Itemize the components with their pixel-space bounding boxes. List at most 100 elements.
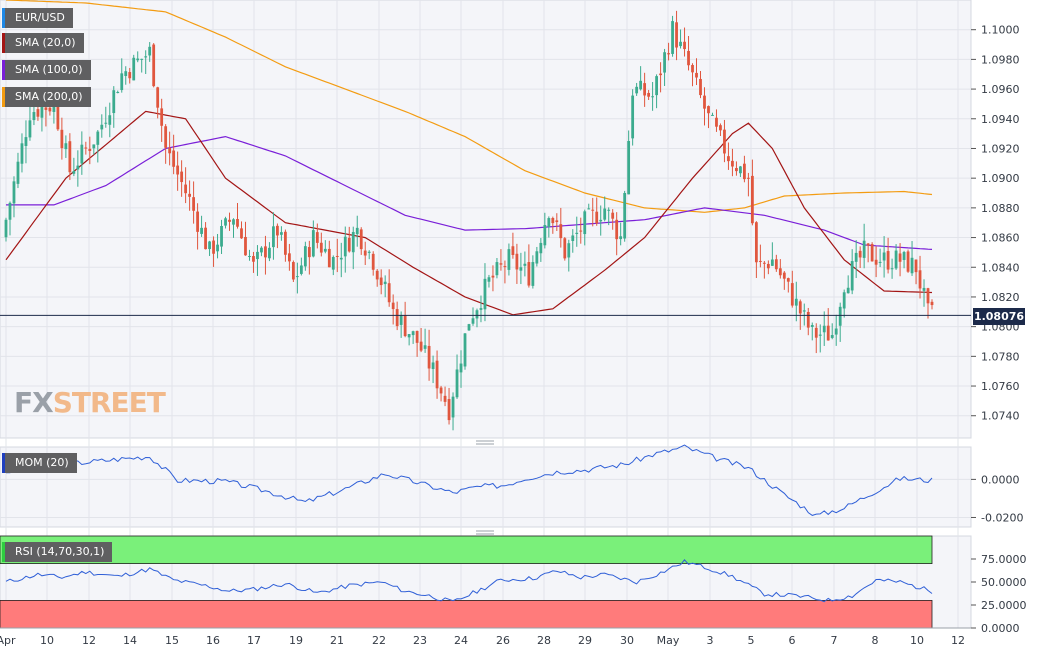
- candle-up: [120, 73, 124, 91]
- symbol-badge: EUR/USD: [2, 8, 73, 28]
- candle-up: [607, 209, 611, 211]
- price-tick-label: 1.0940: [981, 113, 1020, 126]
- candle-up: [627, 140, 631, 195]
- rsi-overbought-band: [0, 535, 933, 565]
- candle-up: [367, 251, 371, 253]
- price-tick-label: 1.0900: [981, 172, 1020, 185]
- candle-down: [48, 107, 52, 112]
- date-tick-5: 5: [748, 634, 755, 647]
- candle-up: [810, 325, 814, 327]
- candle-up: [894, 250, 898, 269]
- candle-down: [327, 248, 331, 268]
- candle-down: [347, 237, 351, 252]
- date-tick-8: 8: [872, 634, 879, 647]
- candle-up: [311, 230, 315, 257]
- date-tick-12: 12: [951, 634, 965, 647]
- candle-down: [435, 360, 439, 389]
- candle-down: [391, 302, 395, 310]
- date-tick-24: 24: [454, 634, 468, 647]
- candle-down: [511, 246, 515, 255]
- candle-up: [80, 144, 84, 164]
- candle-up: [467, 324, 471, 331]
- candle-down: [319, 242, 323, 253]
- candle-down: [762, 262, 766, 264]
- candle-down: [419, 341, 423, 351]
- candle-up: [216, 244, 219, 252]
- candle-down: [228, 219, 231, 222]
- candle-down: [192, 197, 195, 211]
- date-tick-19: 19: [289, 634, 303, 647]
- current-price-tag: 1.08076: [973, 308, 1025, 325]
- candle-up: [519, 267, 523, 271]
- candle-up: [423, 345, 427, 349]
- candle-up: [220, 226, 223, 247]
- rsi-badge[interactable]: RSI (14,70,30,1): [2, 542, 113, 562]
- date-tick-29: 29: [578, 634, 592, 647]
- date-tick-16: 16: [206, 634, 220, 647]
- sma100-badge[interactable]: SMA (100,0): [2, 60, 91, 80]
- candle-up: [878, 261, 882, 263]
- candle-up: [256, 251, 259, 260]
- panel-resize-handles[interactable]: [476, 440, 494, 535]
- candle-down: [491, 275, 495, 278]
- candle-down: [276, 225, 279, 236]
- candle-down: [559, 224, 563, 239]
- candle-down: [754, 222, 758, 263]
- candle-up: [663, 52, 666, 73]
- candle-up: [583, 211, 587, 235]
- candle-up: [539, 242, 543, 254]
- sma200-badge[interactable]: SMA (200,0): [2, 87, 91, 107]
- indicator-layer: [5, 444, 933, 603]
- price-tick-label: 1.0740: [981, 410, 1020, 423]
- candle-down: [291, 262, 295, 280]
- candle-down: [659, 73, 662, 76]
- candle-down: [814, 327, 818, 338]
- candle-down: [707, 106, 710, 114]
- candle-down: [156, 87, 160, 108]
- candle-down: [774, 259, 778, 270]
- candle-down: [244, 236, 247, 256]
- candle-down: [746, 177, 750, 179]
- candle-up: [651, 96, 655, 98]
- candle-down: [283, 231, 287, 255]
- candle-up: [8, 202, 12, 220]
- candle-up: [96, 131, 100, 145]
- price-tick-label: 1.0980: [981, 53, 1020, 66]
- logo-street: STREET: [52, 386, 166, 419]
- price-tick-label: 1.0840: [981, 261, 1020, 274]
- candle-down: [683, 41, 686, 50]
- candle-up: [248, 255, 251, 257]
- mom-badge[interactable]: MOM (20): [2, 453, 77, 473]
- candle-down: [731, 160, 734, 167]
- candle-up: [487, 277, 491, 282]
- candle-up: [471, 318, 475, 324]
- candle-down: [695, 72, 698, 78]
- candle-up: [459, 363, 463, 373]
- candle-up: [475, 310, 479, 319]
- candle-up: [910, 257, 914, 274]
- candle-down: [164, 126, 168, 148]
- candle-down: [778, 268, 782, 276]
- candle-down: [866, 243, 870, 246]
- candle-down: [387, 283, 391, 303]
- candle-up: [567, 243, 571, 258]
- candle-down: [443, 395, 447, 402]
- candle-down: [188, 193, 192, 197]
- candle-down: [782, 272, 786, 279]
- sma20-badge[interactable]: SMA (20,0): [2, 33, 84, 53]
- candle-down: [826, 325, 830, 341]
- candle-down: [240, 228, 243, 239]
- candle-down: [806, 311, 810, 328]
- candle-down: [595, 211, 599, 224]
- candle-down: [204, 227, 207, 250]
- candle-up: [411, 331, 415, 336]
- date-tick-22: 22: [372, 634, 386, 647]
- candle-up: [12, 181, 16, 204]
- candle-up: [355, 227, 359, 235]
- candle-up: [854, 252, 858, 262]
- candle-up: [323, 248, 327, 252]
- candle-up: [431, 362, 435, 369]
- candle-up: [455, 369, 459, 398]
- candle-down: [184, 184, 188, 194]
